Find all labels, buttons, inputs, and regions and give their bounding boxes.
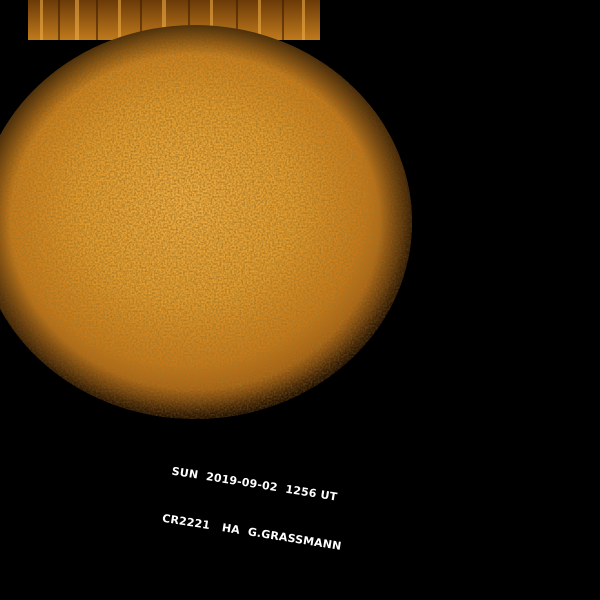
caption-line-1: SUN 2019-09-02 1256 UT	[170, 464, 339, 504]
limb-darkening	[0, 25, 412, 419]
scan-band-stripes	[40, 0, 305, 40]
caption-line-2: CR2221 HA G.GRASSMANN	[161, 511, 343, 553]
